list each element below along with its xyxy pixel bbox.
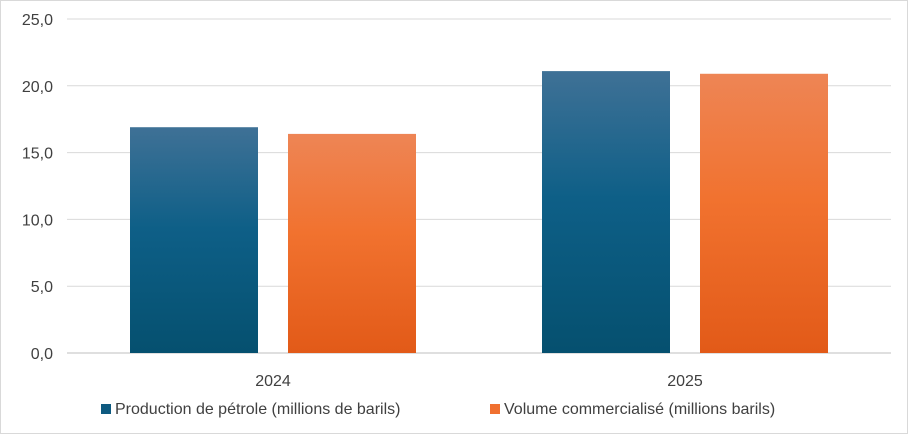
legend: Production de pétrole (millions de baril… xyxy=(101,401,775,418)
bar-2024-series-1 xyxy=(130,127,258,353)
bar-2025-series-2 xyxy=(700,73,828,353)
y-tick-label: 10,0 xyxy=(22,212,53,229)
y-axis-ticks: 0,0 5,0 10,0 15,0 20,0 25,0 xyxy=(22,12,53,363)
bar-2024-series-2 xyxy=(288,133,416,353)
y-tick-label: 20,0 xyxy=(22,79,53,96)
y-tick-label: 25,0 xyxy=(22,12,53,29)
bars xyxy=(130,71,828,353)
legend-label-series-1: Production de pétrole (millions de baril… xyxy=(115,401,400,418)
x-tick-label: 2025 xyxy=(667,373,703,390)
bar-2025-series-1 xyxy=(542,71,670,353)
x-axis-ticks: 2024 2025 xyxy=(255,373,703,390)
legend-swatch-series-2 xyxy=(490,404,500,414)
y-tick-label: 5,0 xyxy=(31,279,53,296)
y-tick-label: 15,0 xyxy=(22,146,53,163)
legend-swatch-series-1 xyxy=(101,404,111,414)
y-tick-label: 0,0 xyxy=(31,346,53,363)
x-tick-label: 2024 xyxy=(255,373,291,390)
legend-label-series-2: Volume commercialisé (millions barils) xyxy=(504,401,775,418)
